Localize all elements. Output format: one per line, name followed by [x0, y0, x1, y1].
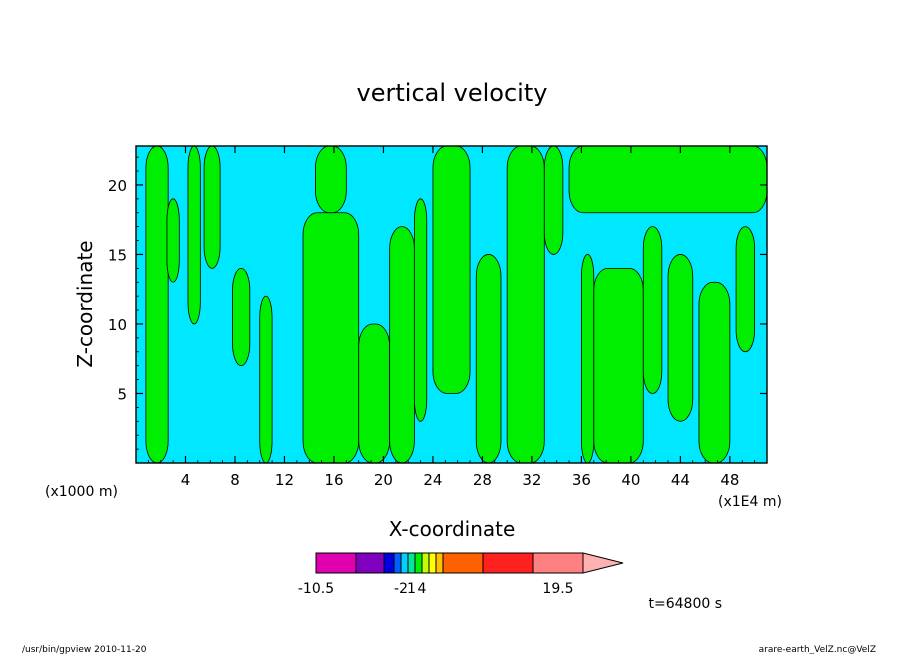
positive-region — [389, 226, 415, 464]
positive-region — [302, 212, 360, 464]
x-axis: 4 8 12 16 20 24 28 32 36 40 44 48 — [147, 146, 768, 489]
positive-region — [315, 145, 347, 214]
footer-left: /usr/bin/gpview 2010-11-20 — [22, 645, 147, 654]
positive-region — [593, 267, 644, 464]
colorbar-segment — [315, 552, 357, 574]
positive-region — [642, 226, 663, 394]
x-tick-label: 12 — [275, 471, 294, 489]
colorbar-label: 19.5 — [542, 581, 573, 597]
x-tick-label: 8 — [230, 471, 240, 489]
colorbar-label: 4 — [418, 581, 427, 597]
positive-region — [259, 295, 273, 464]
positive-region — [475, 254, 502, 464]
positive-region — [667, 254, 694, 422]
x-tick-label: 36 — [572, 471, 591, 489]
colorbar-segment — [414, 552, 423, 574]
colorbar-arrow — [582, 552, 624, 574]
positive-region — [506, 145, 545, 464]
y-tick-label: 10 — [108, 316, 127, 334]
x-tick-label: 4 — [181, 471, 191, 489]
x-tick-label: 48 — [720, 471, 739, 489]
chart-title: vertical velocity — [357, 79, 548, 107]
y-tick-label: 5 — [117, 385, 127, 403]
colorbar — [315, 552, 624, 574]
positive-region — [432, 145, 471, 394]
positive-region — [581, 254, 595, 464]
positive-region — [232, 267, 251, 367]
colorbar-segment — [407, 552, 416, 574]
colorbar-segment — [428, 552, 437, 574]
colorbar-label: 1 — [407, 581, 416, 597]
x-tick-label: 44 — [671, 471, 690, 489]
x-tick-label: 16 — [324, 471, 343, 489]
time-label: t=64800 s — [649, 596, 723, 612]
colorbar-segment — [442, 552, 484, 574]
x-axis-title: X-coordinate — [389, 517, 516, 541]
colorbar-label: -2 — [394, 581, 408, 597]
colorbar-segment — [482, 552, 534, 574]
y-tick-label: 15 — [108, 246, 127, 264]
positive-region — [735, 226, 756, 353]
colorbar-segment — [400, 552, 409, 574]
x-tick-label: 32 — [522, 471, 541, 489]
positive-region — [187, 145, 201, 325]
footer-right: arare-earth_VelZ.nc@VelZ — [759, 645, 876, 654]
colorbar-segment — [393, 552, 402, 574]
colorbar-segment — [355, 552, 385, 574]
plot-frame — [135, 145, 768, 464]
x-unit-left-label: (x1000 m) — [45, 484, 118, 500]
x-tick-label: 40 — [621, 471, 640, 489]
velocity-field — [145, 145, 768, 464]
positive-region — [698, 281, 731, 464]
y-axis-title: Z-coordinate — [73, 240, 97, 367]
positive-region — [413, 198, 428, 422]
colorbar-segment — [435, 552, 444, 574]
x-tick-label: 28 — [473, 471, 492, 489]
x-tick-label: 20 — [374, 471, 393, 489]
positive-region — [145, 145, 169, 464]
positive-region — [166, 198, 180, 283]
colorbar-segment — [383, 552, 395, 574]
y-tick-label: 20 — [108, 177, 127, 195]
colorbar-segment — [421, 552, 430, 574]
x-unit-right-label: (x1E4 m) — [718, 494, 782, 510]
positive-region — [203, 145, 221, 269]
colorbar-segment — [532, 552, 584, 574]
y-axis: 5 10 15 20 — [108, 156, 767, 450]
colorbar-labels: -10.5 -2 1 4 19.5 — [298, 581, 574, 597]
positive-region — [358, 323, 391, 464]
positive-region — [543, 145, 564, 255]
colorbar-label: -10.5 — [298, 581, 334, 597]
plot-area — [135, 145, 768, 464]
positive-region — [568, 145, 768, 214]
x-tick-label: 24 — [423, 471, 442, 489]
